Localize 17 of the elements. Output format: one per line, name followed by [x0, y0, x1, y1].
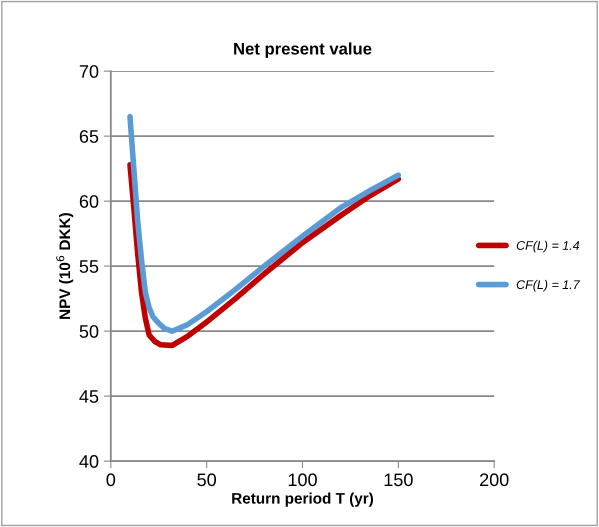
y-tick-label: 45	[79, 390, 98, 403]
legend-label: CF(L) = 1.7	[516, 280, 580, 292]
x-tick-label: 0	[106, 473, 116, 486]
x-axis-title: Return period T (yr)	[232, 492, 374, 507]
y-tick-label: 60	[80, 195, 98, 208]
y-tick-label: 55	[80, 260, 98, 273]
x-tick-label: 150	[384, 473, 413, 486]
y-tick-label: 65	[80, 130, 98, 143]
x-tick-label: 200	[480, 473, 509, 486]
y-tick-label: 40	[79, 455, 98, 468]
y-tick-label: 50	[80, 325, 98, 338]
y-tick-label: 70	[80, 65, 98, 78]
x-tick-label: 50	[197, 473, 216, 486]
legend-label: CF(L) = 1.4	[516, 240, 580, 252]
y-axis-title: NPV (10$^{6}$ DKK)	[56, 213, 74, 319]
chart-title: Net present value	[234, 42, 372, 58]
x-tick-label: 100	[288, 473, 317, 486]
